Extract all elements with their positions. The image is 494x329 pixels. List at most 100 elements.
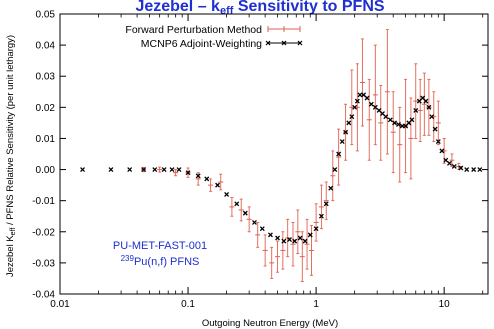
y-tick-label: 0.05 xyxy=(36,10,56,21)
forward-point xyxy=(218,173,224,191)
mcnp6-point xyxy=(161,167,167,173)
forward-point xyxy=(435,100,441,146)
annotation-reaction: 239Pu(n,f) PFNS xyxy=(121,254,200,268)
mcnp6-adjoint-series xyxy=(80,92,483,244)
legend-label-forward: Forward Perturbation Method xyxy=(125,24,262,36)
mcnp6-point xyxy=(332,167,338,173)
forward-point xyxy=(299,231,305,283)
forward-perturbation-series xyxy=(141,29,462,283)
forward-point xyxy=(336,128,342,186)
annotation-benchmark: PU-MET-FAST-001 xyxy=(113,240,207,252)
forward-point xyxy=(390,91,396,174)
mcnp6-point xyxy=(435,139,441,145)
mcnp6-point xyxy=(432,126,438,132)
forward-point xyxy=(421,72,427,136)
mcnp6-point xyxy=(281,238,287,244)
forward-point xyxy=(378,85,384,161)
y-tick-label: -0.01 xyxy=(32,196,55,207)
mcnp6-point xyxy=(328,185,334,191)
forward-point xyxy=(349,69,355,146)
forward-point xyxy=(417,78,423,143)
legend-marker-forward xyxy=(267,26,301,32)
mcnp6-point xyxy=(204,176,210,182)
forward-point xyxy=(318,184,324,230)
mcnp6-point xyxy=(185,170,191,176)
forward-point xyxy=(413,63,419,139)
mcnp6-point xyxy=(267,232,273,238)
mcnp6-point xyxy=(313,226,319,232)
forward-point xyxy=(313,203,319,242)
mcnp6-point xyxy=(357,92,363,98)
mcnp6-point xyxy=(80,167,86,173)
mcnp6-point xyxy=(195,173,201,179)
forward-point xyxy=(295,209,301,255)
mcnp6-point xyxy=(234,201,240,207)
mcnp6-point xyxy=(176,167,182,173)
mcnp6-point xyxy=(215,182,221,188)
mcnp6-point xyxy=(429,114,435,120)
mcnp6-point xyxy=(307,232,313,238)
mcnp6-point xyxy=(127,167,133,173)
mcnp6-point xyxy=(354,98,360,104)
forward-point xyxy=(275,240,281,273)
forward-point xyxy=(384,29,390,155)
y-tick-label: -0.02 xyxy=(32,227,55,238)
mcnp6-point xyxy=(471,167,477,173)
y-tick-label: 0.02 xyxy=(36,103,56,114)
mcnp6-point xyxy=(439,148,445,154)
mcnp6-point xyxy=(443,157,449,163)
forward-point xyxy=(366,78,372,161)
mcnp6-point xyxy=(251,219,257,225)
mcnp6-point xyxy=(387,117,393,123)
mcnp6-point xyxy=(292,238,298,244)
mcnp6-point xyxy=(108,167,114,173)
mcnp6-point xyxy=(302,238,308,244)
forward-point xyxy=(359,38,365,127)
mcnp6-point xyxy=(141,167,147,173)
forward-point xyxy=(280,231,286,270)
mcnp6-point xyxy=(152,167,158,173)
mcnp6-point xyxy=(364,95,370,101)
forward-point xyxy=(397,106,403,183)
mcnp6-point xyxy=(458,165,464,171)
mcnp6-point xyxy=(259,226,265,232)
mcnp6-point xyxy=(169,167,175,173)
forward-point xyxy=(157,166,163,173)
y-tick-label: 0.03 xyxy=(36,72,56,83)
forward-point xyxy=(323,181,329,220)
y-tick-label: 0.01 xyxy=(36,134,56,145)
y-tick-label: 0.04 xyxy=(36,41,56,52)
x-tick-label: 0.1 xyxy=(181,299,195,310)
mcnp6-point xyxy=(368,101,374,107)
forward-point xyxy=(208,178,214,192)
mcnp6-point xyxy=(318,213,324,219)
forward-point xyxy=(195,172,201,186)
forward-point xyxy=(262,234,268,267)
mcnp6-point xyxy=(343,129,349,135)
forward-point xyxy=(304,218,310,270)
mcnp6-point xyxy=(242,210,248,216)
mcnp6-point xyxy=(323,201,329,207)
y-tick-label: -0.04 xyxy=(32,290,55,301)
mcnp6-point xyxy=(372,104,378,110)
mcnp6-point xyxy=(477,167,483,173)
mcnp6-point xyxy=(409,117,415,123)
y-tick-labels: 0.05 0.04 0.03 0.02 0.01 0.00 -0.01 -0.02 -0.03 -… xyxy=(32,10,55,301)
forward-point xyxy=(330,150,336,202)
forward-point xyxy=(290,221,296,267)
forward-point xyxy=(255,221,261,248)
forward-point xyxy=(173,169,179,177)
forward-point xyxy=(229,197,235,217)
x-tick-label: 0.01 xyxy=(50,299,70,310)
mcnp6-point xyxy=(352,104,358,110)
forward-point xyxy=(408,97,414,180)
mcnp6-point xyxy=(297,235,303,241)
y-tick-label: -0.03 xyxy=(32,258,55,269)
mcnp6-point xyxy=(346,120,352,126)
mcnp6-point xyxy=(349,114,355,120)
mcnp6-point xyxy=(383,114,389,120)
forward-point xyxy=(449,153,455,167)
mcnp6-point xyxy=(339,139,345,145)
mcnp6-point xyxy=(464,167,470,173)
